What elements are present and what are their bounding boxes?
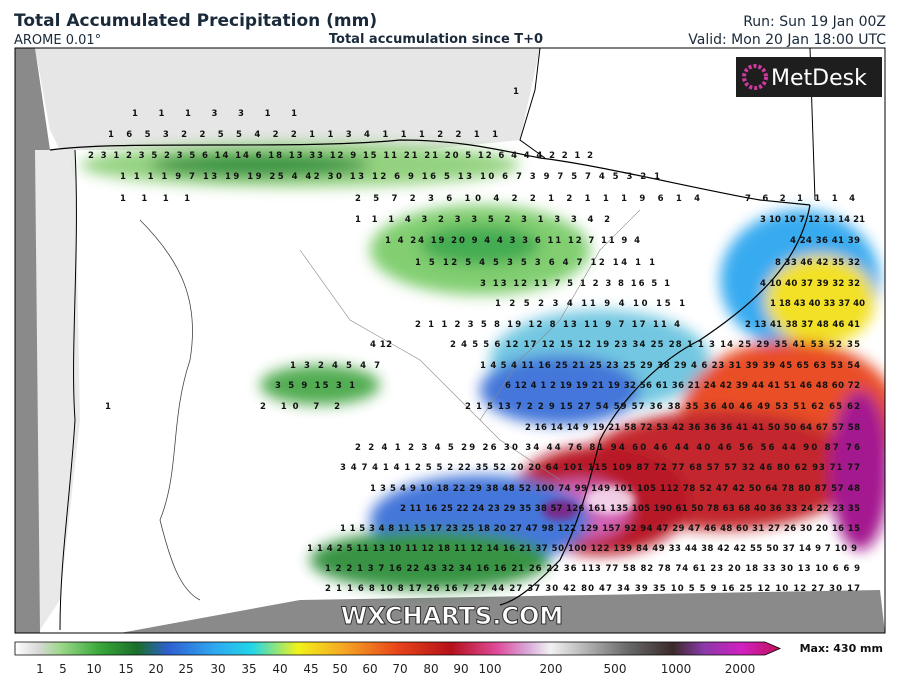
legend-label: 80 — [423, 662, 438, 676]
station-value-row: 2 13 41 38 37 48 46 41 — [745, 320, 860, 330]
station-value-row: 2 3 1 2 3 5 2 3 5 6 14 14 6 18 13 33 12 … — [88, 151, 593, 161]
sea-region — [35, 48, 540, 150]
coastline — [499, 204, 811, 606]
station-value-row: 1 1 1 3 3 1 1 — [132, 109, 297, 119]
legend-label: 15 — [118, 662, 133, 676]
station-value-row: 1 1 4 2 5 11 13 10 11 12 18 11 12 14 16 … — [307, 544, 857, 554]
station-value-row: 2 4 5 5 6 12 17 12 15 12 19 23 34 25 28 … — [450, 340, 860, 350]
logo-box — [736, 57, 882, 97]
station-value-row: 7 6 2 1 1 1 4 — [745, 194, 855, 204]
run-time: Run: Sun 19 Jan 00Z — [743, 14, 886, 30]
border — [139, 219, 201, 601]
station-value-row: 3 13 12 11 7 5 1 2 3 8 16 5 1 — [480, 279, 670, 289]
station-value-row: 4 24 36 41 39 — [790, 236, 860, 246]
logo-icon — [742, 64, 768, 90]
legend-label: 100 — [479, 662, 502, 676]
legend-label: 70 — [392, 662, 407, 676]
legend-label: 40 — [272, 662, 287, 676]
station-value-row: 3 4 7 4 1 4 1 2 5 5 2 22 35 52 20 20 64 … — [340, 463, 860, 473]
subtitle: Total accumulation since T+0 — [329, 32, 543, 47]
coastline — [59, 149, 77, 631]
station-value-row: 1 — [513, 87, 519, 97]
region-boundary — [299, 249, 561, 481]
station-value-row: 8 33 46 42 35 32 — [775, 258, 860, 268]
legend-label: 1000 — [661, 662, 692, 676]
map-frame — [14, 47, 886, 634]
logo-text: MetDesk — [771, 66, 867, 91]
station-value-row: 3 5 9 15 3 1 — [275, 381, 355, 391]
legend-label: 90 — [453, 662, 468, 676]
station-value-row: 1 1 1 1 9 7 13 19 19 25 4 42 30 13 12 6 … — [120, 172, 660, 182]
watermark: WXCHARTS.COM — [341, 602, 563, 630]
station-value-row: 1 1 5 3 4 8 11 15 17 23 25 18 20 27 47 9… — [340, 524, 860, 534]
station-value-row: 1 18 43 40 33 37 40 — [770, 299, 865, 309]
region-boundary — [479, 209, 641, 421]
station-values: 1 1 1 1 3 3 1 1 1 6 5 3 2 2 5 5 4 2 2 1 1 … — [88, 87, 865, 594]
sea-region — [35, 150, 80, 630]
station-value-row: 1 1 1 1 — [120, 194, 190, 204]
max-label: Max: 430 mm — [800, 642, 883, 655]
station-value-row: 1 2 5 2 3 4 11 9 4 10 15 1 — [495, 299, 685, 309]
station-value-row: 2 11 16 25 22 24 23 29 35 38 57 126 161 … — [400, 504, 860, 514]
station-value-row: 1 5 12 5 4 5 3 5 3 6 4 7 12 14 1 1 — [415, 258, 655, 268]
legend-label: 5 — [59, 662, 67, 676]
station-value-row: 2 2 4 1 2 3 4 5 29 26 30 34 44 76 81 94 … — [355, 443, 860, 453]
station-value-row: 4 10 40 37 39 32 32 — [760, 279, 860, 289]
station-value-row: 4 12 — [370, 340, 392, 350]
station-value-row: 1 4 5 4 11 16 25 21 25 23 25 29 38 29 4 … — [480, 361, 860, 371]
map: 1 1 1 1 3 3 1 1 1 6 5 3 2 2 5 5 4 2 2 1 1 … — [15, 48, 885, 633]
precip-field — [80, 143, 885, 590]
legend-label: 200 — [540, 662, 563, 676]
legend-label: 35 — [241, 662, 256, 676]
legend-label: 50 — [332, 662, 347, 676]
color-scale — [14, 641, 782, 656]
station-value-row: 6 12 4 1 2 19 19 21 19 32 56 61 36 21 24… — [505, 381, 860, 391]
model-name: AROME 0.01° — [14, 33, 101, 48]
legend-label: 45 — [303, 662, 318, 676]
legend-label: 2000 — [725, 662, 756, 676]
legend-label: 25 — [178, 662, 193, 676]
title: Total Accumulated Precipitation (mm) — [14, 11, 377, 31]
precip-core — [542, 486, 635, 520]
station-value-row: 1 — [105, 402, 111, 412]
station-value-row: 1 1 1 4 3 2 3 3 5 2 3 1 3 3 4 2 — [355, 215, 610, 225]
legend-label: 20 — [148, 662, 163, 676]
legend-label: 1 — [36, 662, 44, 676]
legend-label: 60 — [362, 662, 377, 676]
coastline — [519, 48, 546, 159]
station-value-row: 3 10 10 7 12 13 14 21 — [760, 215, 865, 225]
station-value-row: 1 6 5 3 2 2 5 5 4 2 2 1 1 3 4 1 1 1 2 2 … — [108, 130, 498, 140]
station-value-row: 1 2 2 1 3 7 16 22 43 32 34 16 16 21 26 2… — [325, 564, 860, 574]
station-value-row: 1 3 5 4 9 10 18 22 29 38 48 52 100 74 99… — [370, 484, 860, 494]
out-of-domain — [120, 590, 885, 633]
station-value-row: 1 4 24 19 20 9 4 4 3 3 6 11 12 7 11 9 4 — [385, 236, 640, 246]
station-value-row: 2 1 1 6 8 10 8 17 26 16 7 27 44 27 37 30… — [325, 584, 860, 594]
legend-labels: 1 5 10 15 20 25 30 35 40 45 50 60 70 80 90 100 200 500 100… — [36, 662, 755, 676]
valid-time: Valid: Mon 20 Jan 18:00 UTC — [688, 32, 886, 48]
coastline — [49, 139, 811, 206]
station-value-row: 1 3 2 4 5 4 7 — [290, 361, 380, 371]
legend-label: 500 — [604, 662, 627, 676]
legend-label: 10 — [86, 662, 101, 676]
legend-label: 30 — [210, 662, 225, 676]
station-value-row: 2 16 14 14 9 19 21 58 72 53 42 36 36 36 … — [525, 423, 860, 433]
